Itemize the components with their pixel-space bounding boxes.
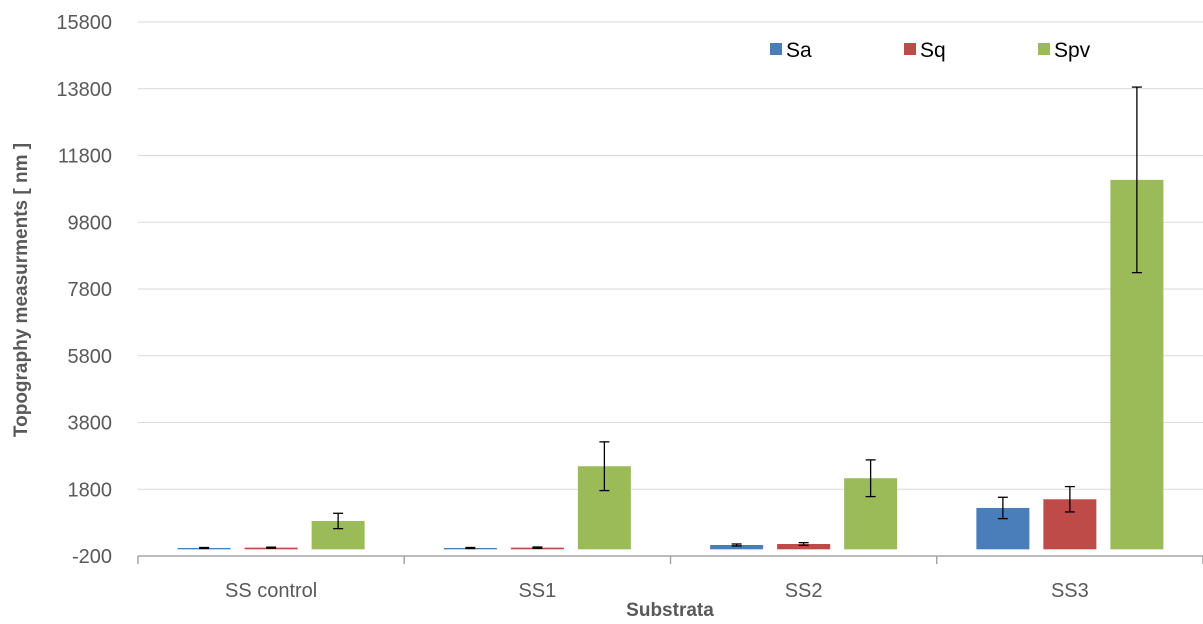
error-bar xyxy=(599,441,610,492)
error-bar xyxy=(465,546,476,550)
y-tick-label: 13800 xyxy=(56,79,112,101)
gridlines xyxy=(138,21,1203,490)
bars xyxy=(177,179,1164,550)
y-tick-label: 3800 xyxy=(68,413,113,435)
y-tick-label: 5800 xyxy=(68,346,113,368)
legend-swatch xyxy=(770,43,782,55)
error-bar xyxy=(731,543,742,547)
error-bar xyxy=(532,546,543,549)
error-bar xyxy=(266,546,277,549)
x-axis xyxy=(137,555,1203,564)
y-tick-label: 1800 xyxy=(68,479,113,501)
legend-label: Sa xyxy=(786,39,812,62)
x-tick-label: SS3 xyxy=(1051,580,1089,602)
error-bar xyxy=(199,546,210,550)
legend-item-spv: Spv xyxy=(1038,39,1091,62)
error-bar xyxy=(997,496,1008,520)
y-axis-title: Topography measurments [ nm ] xyxy=(11,143,32,437)
error-bar xyxy=(1064,485,1075,513)
legend-label: Spv xyxy=(1054,39,1091,62)
legend-swatch xyxy=(904,43,916,55)
x-tick-label: SS1 xyxy=(518,580,556,602)
legend: Sa Sq Spv xyxy=(770,39,1091,62)
legend-swatch xyxy=(1038,43,1050,55)
y-tick-label: -200 xyxy=(72,546,112,568)
error-bar xyxy=(798,542,809,546)
error-bar xyxy=(865,459,876,498)
y-axis-tick-labels: -200 1800 3800 5800 7800 9800 11800 13800 15800 xyxy=(56,12,112,568)
x-axis-title: Substrata xyxy=(626,600,714,621)
error-bars xyxy=(199,86,1142,550)
legend-item-sa: Sa xyxy=(770,39,812,62)
y-tick-label: 15800 xyxy=(56,12,112,34)
y-tick-label: 7800 xyxy=(68,279,113,301)
bar-sq-ss2 xyxy=(777,543,831,550)
x-tick-label: SS control xyxy=(225,580,317,602)
error-bar xyxy=(333,512,344,530)
error-bar xyxy=(1131,86,1142,274)
legend-item-sq: Sq xyxy=(904,39,946,62)
x-axis-tick-labels: SS control SS1 SS2 SS3 xyxy=(225,580,1089,602)
y-tick-label: 9800 xyxy=(68,212,113,234)
y-tick-label: 11800 xyxy=(58,146,112,168)
bar-sa-ss2 xyxy=(710,544,764,550)
x-tick-label: SS2 xyxy=(785,580,823,602)
legend-label: Sq xyxy=(920,39,946,62)
